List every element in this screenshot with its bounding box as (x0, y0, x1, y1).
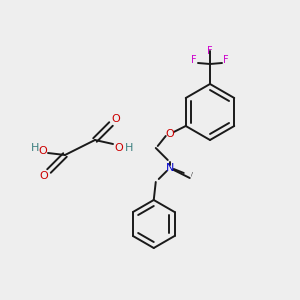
Text: O: O (40, 171, 48, 181)
Text: F: F (191, 55, 197, 65)
Text: N: N (166, 163, 174, 173)
Text: O: O (165, 129, 174, 139)
Text: O: O (115, 143, 123, 153)
Text: F: F (223, 55, 229, 65)
Text: H: H (125, 143, 133, 153)
Text: F: F (207, 46, 213, 56)
Text: O: O (112, 114, 120, 124)
Text: H: H (31, 143, 39, 153)
Text: /: / (191, 172, 193, 176)
Text: O: O (39, 146, 47, 156)
